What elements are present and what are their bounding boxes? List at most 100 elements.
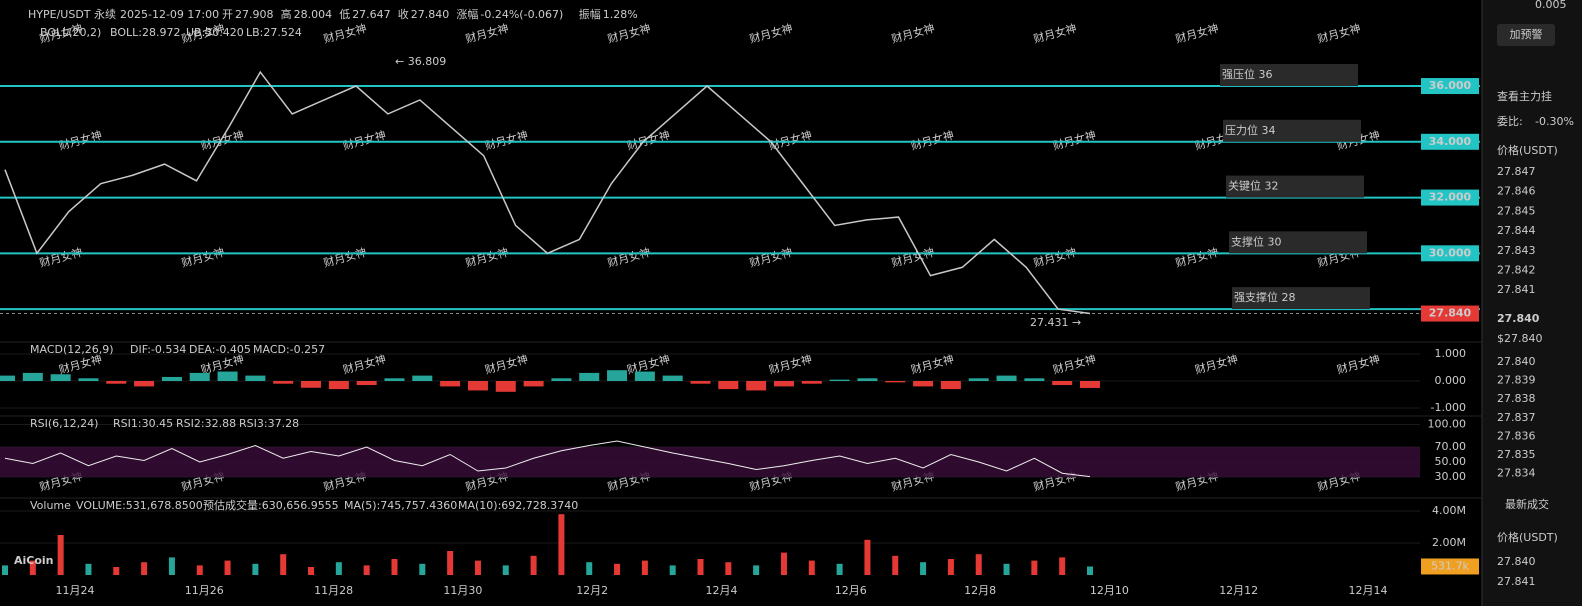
bid-price: 27.840	[1497, 355, 1536, 368]
spread: 0.005	[1535, 0, 1567, 11]
macd-bar	[857, 378, 878, 381]
volume-bar	[614, 563, 621, 575]
side-panel	[1482, 0, 1582, 606]
mid-price: 27.840	[1497, 312, 1540, 325]
last-price: 27.840	[1429, 307, 1472, 320]
volume-bar	[1059, 557, 1066, 575]
label: 最新成交	[1505, 497, 1549, 511]
volume-bar	[57, 535, 64, 575]
volume-bar	[864, 539, 871, 575]
level-tag: 关键位 32	[1228, 179, 1279, 193]
volume-bar	[335, 562, 342, 575]
macd-bar	[495, 381, 516, 392]
label: BOLL:28.972	[110, 26, 180, 39]
alert-button: 加预警	[1510, 27, 1543, 41]
volume-bar	[558, 514, 565, 575]
label: VOLUME:531,678.8500	[76, 499, 203, 512]
bid-price: 27.838	[1497, 392, 1536, 405]
level-tag-bg	[1223, 119, 1361, 142]
label: HYPE/USDT 永续	[28, 7, 116, 21]
alert-button-bg[interactable]	[1497, 24, 1555, 46]
label: -0.30%	[1535, 115, 1574, 128]
level-tag: 压力位 34	[1225, 123, 1276, 137]
x-tick-label: 12月14	[1349, 584, 1388, 597]
level-tag-bg	[1220, 64, 1358, 87]
rsi-line	[4, 440, 1091, 478]
macd-bar	[106, 381, 127, 384]
macd-bar	[718, 381, 739, 390]
macd-bar	[1024, 378, 1045, 381]
logo: AiCoin	[14, 554, 54, 567]
y-tick-label: 100.00	[1428, 418, 1467, 431]
volume-bar	[113, 567, 120, 575]
volume-bar	[697, 559, 704, 575]
x-tick-label: 11月26	[185, 584, 224, 597]
label: LB:27.524	[246, 26, 302, 39]
macd-bar	[551, 378, 572, 381]
x-tick-label: 12月8	[964, 584, 996, 597]
macd-bar	[412, 375, 433, 381]
volume-bar	[2, 565, 8, 575]
ask-price: 27.845	[1497, 204, 1536, 217]
volume-bar	[224, 560, 231, 575]
level-tag-bg	[1226, 175, 1364, 198]
macd-bar	[467, 381, 488, 391]
macd-bar	[50, 374, 71, 381]
bid-price: 27.834	[1497, 467, 1536, 480]
macd-bar	[746, 381, 767, 391]
label: RSI1:30.45	[113, 417, 173, 430]
trade-price: 27.841	[1497, 575, 1536, 588]
volume-bar	[725, 562, 732, 575]
label: 28.004	[294, 8, 333, 21]
last-price-bg	[1421, 305, 1479, 322]
macd-bar	[968, 378, 989, 381]
macd-bar	[913, 381, 934, 387]
label: 收	[398, 7, 409, 21]
label: 预估成交量:630,656.9555	[203, 498, 339, 512]
label: RSI2:32.88	[176, 417, 236, 430]
label: 开	[222, 8, 233, 21]
volume-bar	[1087, 566, 1093, 575]
label: MA(5):745,757.4360	[344, 499, 457, 512]
label: MACD(12,26,9)	[30, 343, 114, 356]
macd-bar	[662, 375, 683, 381]
y-tick-label: 0.000	[1435, 374, 1467, 387]
label: 27.908	[235, 8, 274, 21]
label: 低	[339, 8, 350, 21]
main-orders: 查看主力挂	[1497, 89, 1552, 103]
volume-bar	[1003, 563, 1010, 575]
bid-price: 27.837	[1497, 411, 1536, 424]
macd-bar	[273, 381, 294, 384]
x-tick-label: 11月28	[314, 584, 353, 597]
bid-price: 27.835	[1497, 448, 1536, 461]
macd-bar	[328, 381, 349, 390]
label: 高	[281, 7, 292, 21]
label: 涨幅	[456, 8, 478, 21]
price-label-bg	[1421, 133, 1479, 150]
level-tag: 支撑位 30	[1231, 234, 1282, 248]
price-label-bg	[1421, 189, 1479, 206]
x-tick-label: 12月12	[1219, 584, 1258, 597]
x-tick-label: 12月10	[1090, 584, 1129, 597]
y-tick-label: 50.00	[1435, 455, 1467, 468]
trade-price: 27.840	[1497, 555, 1536, 568]
volume-bar	[753, 565, 760, 575]
price-label: 32.000	[1429, 191, 1472, 204]
price-line	[4, 70, 1091, 315]
macd-bar	[579, 372, 600, 381]
high-marker: ← 36.809	[395, 55, 446, 68]
ask-price: 27.842	[1497, 264, 1536, 277]
macd-bar	[1052, 381, 1073, 386]
macd-bar	[773, 381, 794, 387]
label: UB:30.420	[186, 26, 244, 39]
price-label: 36.000	[1429, 79, 1472, 92]
volume-bar	[641, 560, 648, 575]
label: 1.28%	[603, 8, 638, 21]
x-tick-label: 11月30	[443, 584, 482, 597]
label: BOLL(20,2)	[40, 26, 101, 39]
label: RSI3:37.28	[239, 417, 299, 430]
label: 价格(USDT)	[1497, 530, 1558, 544]
x-tick-label: 12月2	[576, 584, 608, 597]
volume-last: 531.7k	[1431, 559, 1469, 572]
